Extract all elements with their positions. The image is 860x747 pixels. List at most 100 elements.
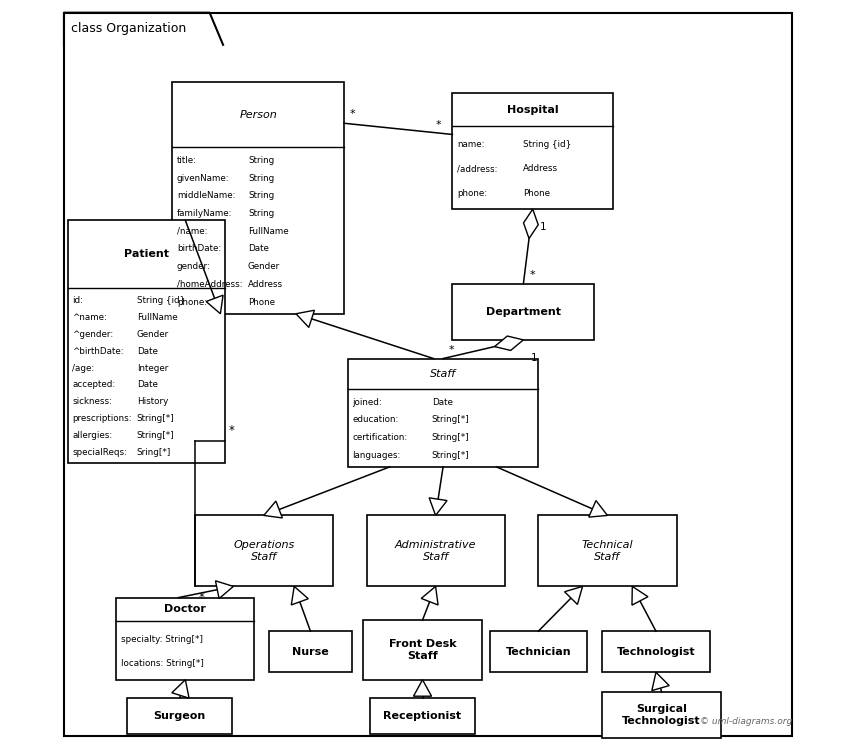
FancyBboxPatch shape bbox=[127, 698, 232, 734]
Polygon shape bbox=[564, 586, 582, 604]
Polygon shape bbox=[632, 586, 648, 605]
Text: specialty: String[*]: specialty: String[*] bbox=[120, 635, 203, 644]
Text: ^birthDate:: ^birthDate: bbox=[72, 347, 124, 356]
Text: Gender: Gender bbox=[248, 262, 280, 271]
Polygon shape bbox=[652, 672, 669, 690]
Text: /address:: /address: bbox=[457, 164, 497, 173]
Text: *: * bbox=[349, 109, 355, 120]
Text: String[*]: String[*] bbox=[432, 451, 470, 460]
Polygon shape bbox=[216, 581, 233, 598]
FancyBboxPatch shape bbox=[194, 515, 333, 586]
Text: String[*]: String[*] bbox=[137, 414, 175, 423]
Text: gender:: gender: bbox=[177, 262, 211, 271]
Text: Operations
Staff: Operations Staff bbox=[233, 540, 294, 562]
Polygon shape bbox=[414, 680, 432, 696]
Text: phone:: phone: bbox=[457, 189, 487, 198]
Text: sickness:: sickness: bbox=[72, 397, 112, 406]
Text: /age:: /age: bbox=[72, 364, 95, 373]
Text: Integer: Integer bbox=[137, 364, 168, 373]
Text: Department: Department bbox=[486, 307, 561, 317]
Text: Date: Date bbox=[137, 380, 157, 389]
FancyBboxPatch shape bbox=[371, 698, 475, 734]
Polygon shape bbox=[429, 498, 447, 515]
Text: allergies:: allergies: bbox=[72, 431, 113, 440]
Text: familyName:: familyName: bbox=[177, 209, 232, 218]
Text: prescriptions:: prescriptions: bbox=[72, 414, 132, 423]
FancyBboxPatch shape bbox=[366, 515, 505, 586]
Text: Date: Date bbox=[248, 244, 269, 253]
FancyBboxPatch shape bbox=[602, 631, 710, 672]
Text: String {id}: String {id} bbox=[523, 140, 571, 149]
Text: Sring[*]: Sring[*] bbox=[137, 447, 171, 456]
Text: Surgical
Technologist: Surgical Technologist bbox=[623, 704, 701, 725]
Text: Staff: Staff bbox=[430, 369, 456, 379]
Text: ^gender:: ^gender: bbox=[72, 330, 114, 339]
FancyBboxPatch shape bbox=[489, 631, 587, 672]
Polygon shape bbox=[292, 586, 308, 605]
FancyBboxPatch shape bbox=[269, 631, 352, 672]
Text: locations: String[*]: locations: String[*] bbox=[120, 660, 204, 669]
Text: Phone: Phone bbox=[523, 189, 550, 198]
Text: accepted:: accepted: bbox=[72, 380, 115, 389]
Text: Front Desk
Staff: Front Desk Staff bbox=[389, 639, 457, 660]
Text: Patient: Patient bbox=[124, 249, 169, 259]
Polygon shape bbox=[494, 336, 524, 350]
Polygon shape bbox=[206, 295, 223, 314]
Polygon shape bbox=[264, 501, 282, 518]
FancyBboxPatch shape bbox=[347, 359, 538, 467]
Text: Phone: Phone bbox=[248, 298, 275, 307]
Text: Technician: Technician bbox=[506, 647, 571, 657]
Text: String: String bbox=[248, 191, 274, 200]
Text: FullName: FullName bbox=[248, 227, 288, 236]
Text: Hospital: Hospital bbox=[507, 105, 558, 114]
Text: languages:: languages: bbox=[353, 451, 401, 460]
Polygon shape bbox=[589, 500, 607, 517]
Text: String[*]: String[*] bbox=[432, 433, 470, 442]
Text: FullName: FullName bbox=[137, 313, 177, 322]
Text: String: String bbox=[248, 156, 274, 165]
FancyBboxPatch shape bbox=[452, 93, 613, 209]
Text: Doctor: Doctor bbox=[164, 604, 206, 614]
FancyBboxPatch shape bbox=[363, 620, 482, 680]
Text: education:: education: bbox=[353, 415, 399, 424]
Text: joined:: joined: bbox=[353, 397, 382, 406]
Text: middleName:: middleName: bbox=[177, 191, 236, 200]
Text: class Organization: class Organization bbox=[71, 22, 187, 35]
Text: Administrative
Staff: Administrative Staff bbox=[395, 540, 476, 562]
Text: title:: title: bbox=[177, 156, 197, 165]
Text: *: * bbox=[228, 424, 234, 437]
Text: Date: Date bbox=[137, 347, 157, 356]
Text: History: History bbox=[137, 397, 168, 406]
Text: name:: name: bbox=[457, 140, 484, 149]
Text: birthDate:: birthDate: bbox=[177, 244, 221, 253]
FancyBboxPatch shape bbox=[116, 598, 255, 680]
Text: *: * bbox=[199, 592, 205, 604]
Text: String[*]: String[*] bbox=[137, 431, 175, 440]
Text: String {id}: String {id} bbox=[137, 297, 185, 306]
Text: Person: Person bbox=[239, 110, 277, 120]
Text: givenName:: givenName: bbox=[177, 173, 230, 182]
Text: ^name:: ^name: bbox=[72, 313, 107, 322]
Polygon shape bbox=[524, 209, 538, 238]
Text: phone:: phone: bbox=[177, 298, 207, 307]
Text: Receptionist: Receptionist bbox=[384, 710, 462, 721]
Text: *: * bbox=[449, 344, 455, 355]
Text: Surgeon: Surgeon bbox=[154, 710, 206, 721]
Text: Technical
Staff: Technical Staff bbox=[581, 540, 633, 562]
Polygon shape bbox=[172, 680, 189, 698]
Text: Date: Date bbox=[432, 397, 452, 406]
Text: id:: id: bbox=[72, 297, 83, 306]
Text: /homeAddress:: /homeAddress: bbox=[177, 280, 243, 289]
Text: Nurse: Nurse bbox=[292, 647, 329, 657]
Text: *: * bbox=[530, 270, 535, 280]
Polygon shape bbox=[421, 586, 438, 605]
Text: 1: 1 bbox=[531, 353, 538, 363]
FancyBboxPatch shape bbox=[602, 692, 722, 738]
FancyBboxPatch shape bbox=[452, 284, 594, 340]
Text: 1: 1 bbox=[540, 222, 547, 232]
Text: Address: Address bbox=[523, 164, 558, 173]
Text: Technologist: Technologist bbox=[617, 647, 695, 657]
FancyBboxPatch shape bbox=[172, 82, 344, 314]
Text: Gender: Gender bbox=[137, 330, 169, 339]
Text: Address: Address bbox=[248, 280, 283, 289]
